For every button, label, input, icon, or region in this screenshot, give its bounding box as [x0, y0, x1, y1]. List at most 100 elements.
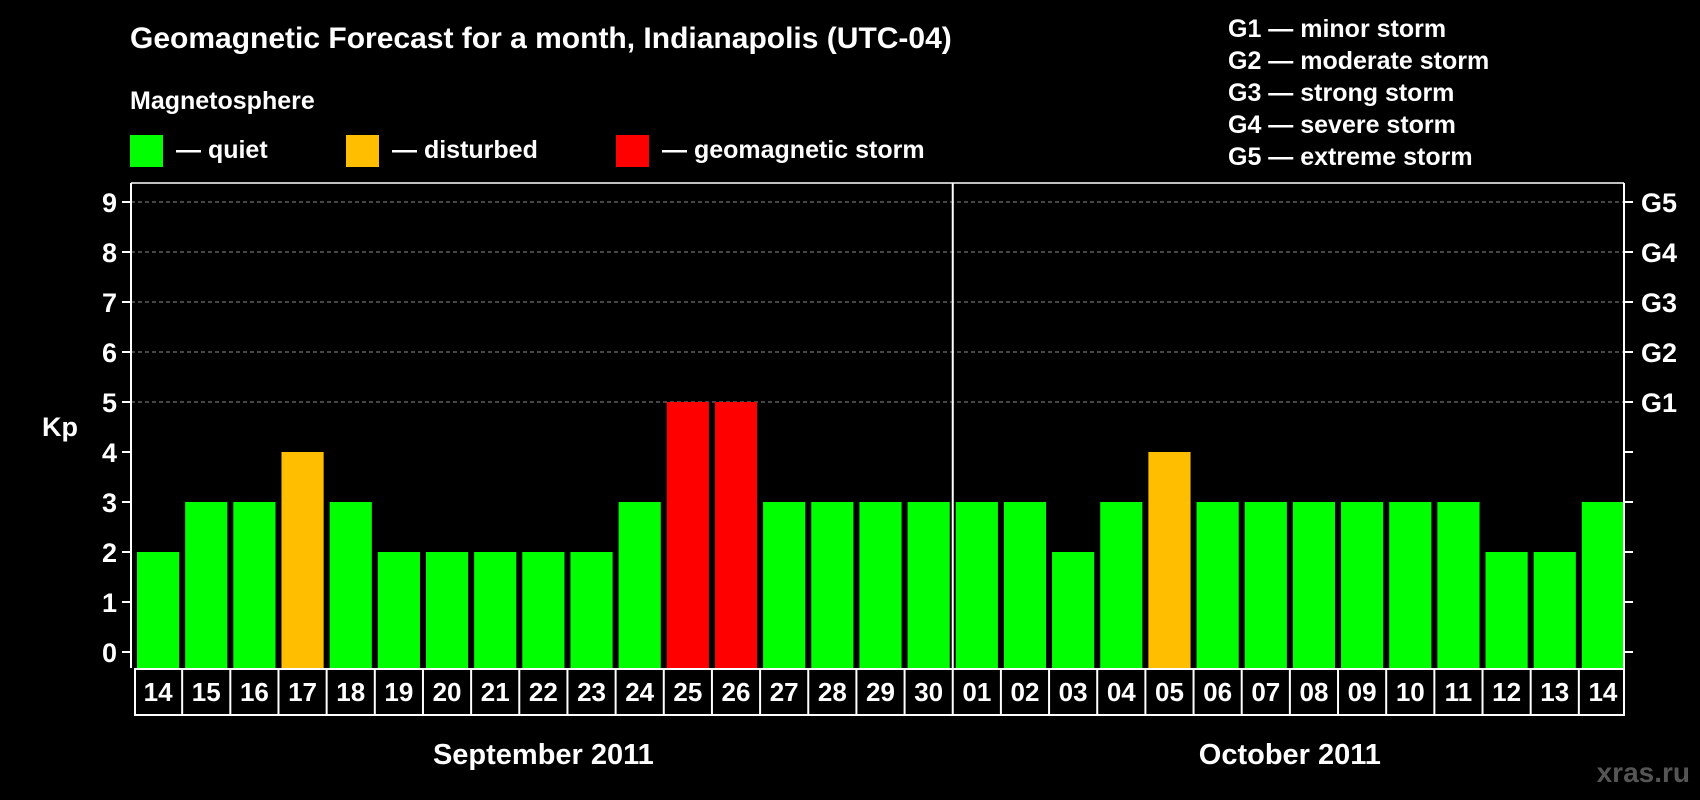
date-label: 02 — [1011, 677, 1040, 707]
date-label: 25 — [673, 677, 702, 707]
y-tick-label: 5 — [102, 388, 117, 418]
date-label: 30 — [914, 677, 943, 707]
date-label: 04 — [1107, 677, 1136, 707]
bar — [907, 502, 950, 668]
g-scale-label: G3 — [1641, 288, 1677, 318]
date-label: 06 — [1203, 677, 1232, 707]
date-label: 03 — [1059, 677, 1088, 707]
date-label: 08 — [1299, 677, 1328, 707]
date-label: 22 — [529, 677, 558, 707]
y-tick-label: 2 — [102, 538, 117, 568]
bar — [955, 502, 998, 668]
date-label: 18 — [336, 677, 365, 707]
bar — [1148, 452, 1191, 668]
date-label: 26 — [722, 677, 751, 707]
bar — [281, 452, 324, 668]
date-label: 17 — [288, 677, 317, 707]
date-label: 10 — [1396, 677, 1425, 707]
date-label: 07 — [1251, 677, 1280, 707]
date-label: 13 — [1540, 677, 1569, 707]
y-tick-label: 1 — [102, 588, 117, 618]
bar — [1341, 502, 1384, 668]
legend-heading: Magnetosphere — [130, 87, 315, 115]
bar — [1485, 552, 1528, 668]
y-tick-label: 8 — [102, 238, 117, 268]
bar — [522, 552, 565, 668]
bar — [1100, 502, 1143, 668]
date-label: 19 — [384, 677, 413, 707]
bar — [1533, 552, 1576, 668]
bar — [474, 552, 517, 668]
bar — [1003, 502, 1047, 668]
storm-scale-legend: G1 — minor storm G2 — moderate storm G3 … — [1228, 15, 1489, 171]
storm-legend-g2: G2 — moderate storm — [1228, 47, 1489, 75]
g-scale-label: G4 — [1641, 238, 1677, 268]
bar — [618, 502, 661, 668]
legend-quiet: — quiet — [130, 135, 268, 167]
g-scale-label: G5 — [1641, 188, 1677, 218]
bar — [763, 502, 806, 668]
bar — [1389, 502, 1432, 668]
bar — [377, 552, 420, 668]
bar — [1196, 502, 1239, 668]
storm-legend-g3: G3 — strong storm — [1228, 79, 1454, 107]
date-label: 21 — [481, 677, 510, 707]
bar — [329, 502, 372, 668]
legend-storm: — geomagnetic storm — [616, 135, 925, 167]
y-tick-label: 0 — [102, 638, 117, 668]
legend-swatch-quiet — [130, 135, 163, 167]
bar — [425, 552, 469, 668]
bar — [1244, 502, 1287, 668]
bar — [1052, 552, 1095, 668]
date-label: 14 — [144, 677, 173, 707]
g-scale-label: G1 — [1641, 388, 1677, 418]
date-label: 23 — [577, 677, 606, 707]
date-label: 15 — [192, 677, 221, 707]
date-label: 01 — [962, 677, 991, 707]
date-label: 12 — [1492, 677, 1521, 707]
legend-swatch-disturbed — [346, 135, 379, 167]
bar — [570, 552, 613, 668]
date-label: 09 — [1348, 677, 1377, 707]
storm-legend-g4: G4 — severe storm — [1228, 111, 1456, 139]
watermark: xras.ru — [1597, 757, 1690, 788]
date-label: 14 — [1588, 677, 1617, 707]
date-label: 24 — [625, 677, 654, 707]
date-label: 20 — [433, 677, 462, 707]
y-tick-label: 3 — [102, 488, 117, 518]
date-label: 27 — [770, 677, 799, 707]
bar — [666, 402, 709, 668]
y-axis-label: Kp — [42, 412, 78, 442]
bar — [233, 502, 276, 668]
g-scale-label: G2 — [1641, 338, 1677, 368]
bar — [811, 502, 854, 668]
date-label: 29 — [866, 677, 895, 707]
legend-label-storm: — geomagnetic storm — [662, 136, 925, 164]
bar — [859, 502, 902, 668]
bar — [137, 552, 180, 668]
date-label: 05 — [1155, 677, 1184, 707]
date-label: 11 — [1445, 677, 1473, 707]
y-tick-label: 4 — [102, 438, 117, 468]
y-tick-label: 9 — [102, 188, 117, 218]
bar — [1581, 502, 1624, 668]
storm-legend-g5: G5 — extreme storm — [1228, 143, 1473, 171]
chart-title: Geomagnetic Forecast for a month, Indian… — [130, 22, 952, 55]
legend-swatch-storm — [616, 135, 649, 167]
month-label: September 2011 — [433, 739, 654, 771]
legend-label-disturbed: — disturbed — [392, 136, 538, 164]
y-tick-label: 7 — [102, 288, 117, 318]
legend-label-quiet: — quiet — [176, 136, 268, 164]
date-row-box — [134, 668, 1625, 716]
bar — [1292, 502, 1336, 668]
date-label: 28 — [818, 677, 847, 707]
bar — [185, 502, 228, 668]
bar — [714, 402, 758, 668]
legend-disturbed: — disturbed — [346, 135, 538, 167]
y-tick-label: 6 — [102, 338, 117, 368]
month-label: October 2011 — [1199, 739, 1381, 771]
date-label: 16 — [240, 677, 269, 707]
storm-legend-g1: G1 — minor storm — [1228, 15, 1446, 43]
